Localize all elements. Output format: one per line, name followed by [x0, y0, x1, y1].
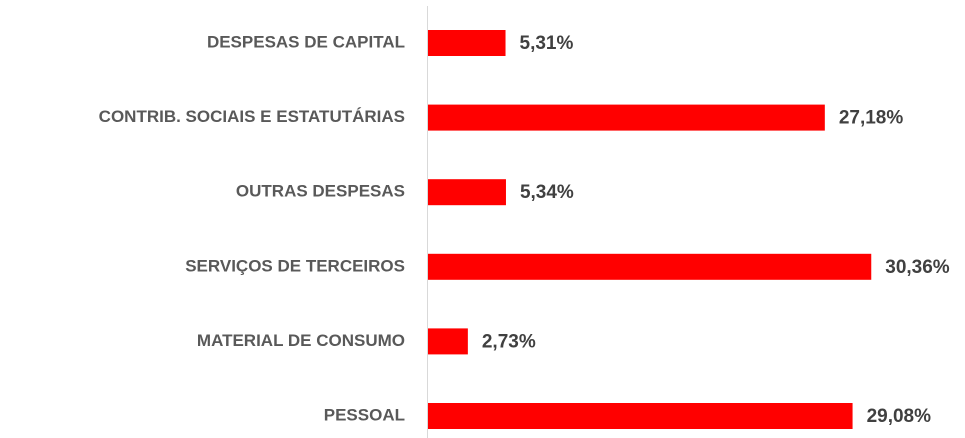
category-label: SERVIÇOS DE TERCEIROS: [185, 256, 405, 275]
category-label: PESSOAL: [324, 405, 405, 424]
value-label: 5,34%: [520, 182, 574, 203]
bar: [428, 403, 853, 429]
category-label: MATERIAL DE CONSUMO: [197, 331, 405, 350]
value-label: 2,73%: [482, 331, 536, 352]
category-label: OUTRAS DESPESAS: [236, 182, 405, 201]
value-label: 27,18%: [839, 108, 904, 129]
bar: [428, 179, 506, 206]
category-label: DESPESAS DE CAPITAL: [207, 32, 405, 51]
bar: [428, 253, 872, 280]
value-label: 30,36%: [885, 257, 950, 278]
category-label: CONTRIB. SOCIAIS E ESTATUTÁRIAS: [99, 107, 405, 126]
value-label: 5,31%: [520, 33, 574, 54]
bar: [428, 30, 506, 56]
value-label: 29,08%: [867, 406, 932, 427]
bar: [428, 328, 468, 355]
bar: [428, 104, 825, 131]
